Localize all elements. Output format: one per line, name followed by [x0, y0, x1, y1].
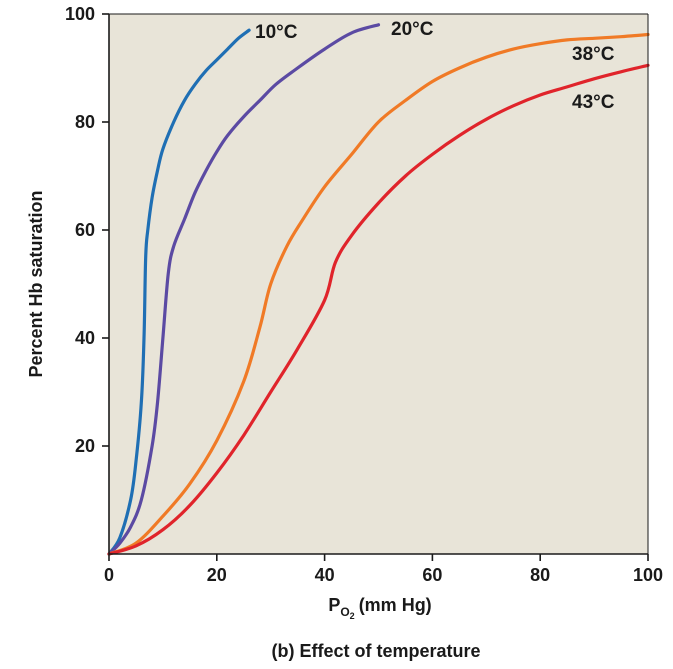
x-axis-title-subscript: O — [340, 605, 349, 619]
plot-area-background — [109, 14, 648, 554]
series-labels: 10°C 20°C 38°C 43°C — [255, 19, 615, 113]
x-axis-title: PO2 (mm Hg) — [328, 595, 431, 621]
x-tick-labels: 0 20 40 60 80 100 — [104, 565, 663, 585]
series-label-10C: 10°C — [255, 22, 298, 43]
y-tick-label-60: 60 — [75, 220, 95, 240]
x-tick-label-0: 0 — [104, 565, 114, 585]
y-tick-label-40: 40 — [75, 328, 95, 348]
series-line-38C — [107, 32, 650, 556]
series-line-10C — [107, 28, 251, 556]
series-group — [107, 23, 650, 556]
x-axis-title-subscript-digit: 2 — [350, 611, 355, 621]
x-tick-label-40: 40 — [315, 565, 335, 585]
x-axis-title-unit: (mm Hg) — [359, 595, 432, 615]
series-label-43C: 43°C — [572, 92, 615, 113]
series-line-43C — [107, 63, 650, 556]
x-tick-label-20: 20 — [207, 565, 227, 585]
y-tick-label-20: 20 — [75, 436, 95, 456]
axes-group — [102, 13, 649, 561]
y-tick-labels: 20 40 60 80 100 — [65, 4, 95, 456]
x-axis-title-main: P — [328, 595, 340, 615]
y-tick-label-100: 100 — [65, 4, 95, 24]
x-tick-label-100: 100 — [633, 565, 663, 585]
series-line-20C — [107, 23, 381, 556]
series-label-38C: 38°C — [572, 44, 615, 65]
y-tick-label-80: 80 — [75, 112, 95, 132]
series-label-20C: 20°C — [391, 19, 434, 40]
x-tick-label-80: 80 — [530, 565, 550, 585]
y-axis-title: Percent Hb saturation — [26, 190, 46, 377]
x-tick-label-60: 60 — [422, 565, 442, 585]
figure-caption: (b) Effect of temperature — [271, 641, 480, 661]
